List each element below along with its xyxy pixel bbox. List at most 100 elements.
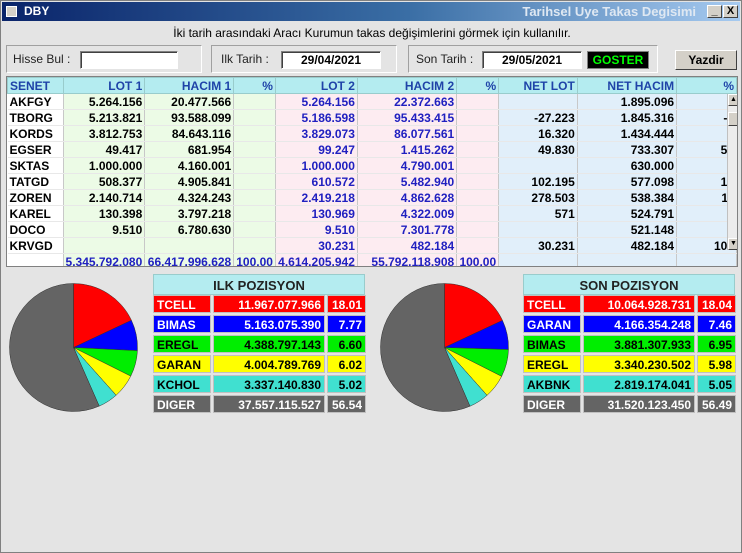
position-name: BIMAS [523, 335, 581, 353]
table-cell: 3.829.073 [275, 125, 358, 142]
table-cell: 5.264.156 [275, 93, 358, 110]
table-cell: 84.643.116 [144, 125, 235, 142]
position-name: EREGL [153, 335, 211, 353]
table-row[interactable]: KRVGD 30.231 482.184 30.231 482.184 100 [7, 237, 737, 254]
table-row[interactable]: EGSER 49.417 681.954 99.247 1.415.262 49.830 7… [7, 141, 737, 158]
takas-table: SENET LOT 1 HACIM 1% LOT 2 HACIM 2% NET LOT NE… [7, 77, 737, 266]
table-cell: 1.000.000 [63, 157, 146, 174]
table-row[interactable]: SKTAS 1.000.000 4.160.001 1.000.000 4.790.00… [7, 157, 737, 174]
column-header[interactable]: NET HACIM [576, 77, 678, 94]
table-cell: 2.140.714 [63, 189, 146, 206]
table-cell: 6.780.630 [144, 221, 235, 238]
table-cell: 49.830 [498, 141, 578, 158]
position-pct: 6.95 [697, 335, 736, 353]
position-pct: 18.04 [697, 295, 736, 313]
table-cell: 102.195 [498, 173, 578, 190]
scroll-down-icon[interactable]: ▼ [728, 238, 737, 250]
table-cell: 681.954 [144, 141, 235, 158]
total-cell: 100,00 [456, 253, 500, 266]
table-cell: 1.845.316 [577, 109, 678, 126]
table-cell: 482.184 [357, 237, 458, 254]
column-header[interactable]: % [456, 77, 500, 94]
position-pct: 7.46 [697, 315, 736, 333]
position-value: 5.163.075.390 [213, 315, 325, 333]
table-cell: 4.790.001 [357, 157, 458, 174]
yazdir-button[interactable]: Yazdir [675, 50, 737, 70]
total-cell [676, 253, 737, 266]
table-cell: 524.791 [577, 205, 678, 222]
position-pct: 18.01 [327, 295, 366, 313]
column-header[interactable]: SENET [7, 77, 64, 94]
close-button[interactable]: X [723, 5, 738, 18]
position-name: KCHOL [153, 375, 211, 393]
table-row[interactable]: KORDS 3.812.753 84.643.116 3.829.073 86.077.… [7, 125, 737, 142]
table-row[interactable]: KAREL 130.398 3.797.218 130.969 4.322.009 571… [7, 205, 737, 222]
table-cell: 7.301.778 [357, 221, 458, 238]
table-cell: 4.322.009 [357, 205, 458, 222]
table-cell [456, 109, 500, 126]
table-cell [233, 125, 276, 142]
position-value: 3.337.140.830 [213, 375, 325, 393]
table-row[interactable]: AKFGY 5.264.156 20.477.566 5.264.156 22.372.… [7, 93, 737, 110]
table-cell: KORDS [7, 125, 64, 142]
total-cell: 100,00 [233, 253, 276, 266]
table-cell [456, 205, 500, 222]
table-cell [498, 221, 578, 238]
table-cell: 16.320 [498, 125, 578, 142]
table-cell: 99.247 [275, 141, 358, 158]
table-cell [233, 237, 276, 254]
title-bar[interactable]: DBY Tarihsel Uye Takas Degisimi _ X [2, 2, 740, 21]
table-row[interactable]: ZOREN 2.140.714 4.324.243 2.419.218 4.862.62… [7, 189, 737, 206]
ilk-pozisyon-pie-chart [9, 283, 138, 412]
position-pct: 5.05 [697, 375, 736, 393]
son-pozisyon-title: SON POZISYON [523, 274, 735, 295]
table-cell: 4.862.628 [357, 189, 458, 206]
table-row[interactable]: DOCO 9.510 6.780.630 9.510 7.301.778 521.148 [7, 221, 737, 238]
grid-scrollbar[interactable]: ▲ ▼ [727, 94, 737, 250]
takas-grid[interactable]: SENET LOT 1 HACIM 1% LOT 2 HACIM 2% NET LOT NE… [6, 76, 738, 267]
table-cell: 4.905.841 [144, 173, 235, 190]
table-cell: 3.812.753 [63, 125, 146, 142]
scroll-up-icon[interactable]: ▲ [728, 94, 737, 106]
table-cell: 22.372.663 [357, 93, 458, 110]
table-cell [233, 157, 276, 174]
table-cell: 5.264.156 [63, 93, 146, 110]
table-cell: DOCO [7, 221, 64, 238]
table-cell: 30.231 [498, 237, 578, 254]
column-header[interactable]: LOT 1 [62, 77, 146, 94]
position-name: DIGER [153, 395, 211, 413]
scroll-thumb[interactable] [728, 112, 737, 126]
table-cell [456, 93, 500, 110]
column-header[interactable]: HACIM 2 [356, 77, 458, 94]
column-header[interactable]: % [233, 77, 276, 94]
column-header[interactable]: NET LOT [498, 77, 578, 94]
table-cell [498, 93, 578, 110]
app-icon[interactable] [6, 6, 17, 17]
position-name: AKBNK [523, 375, 581, 393]
goster-button[interactable]: GOSTER [587, 51, 649, 69]
column-header[interactable]: % [676, 77, 737, 94]
position-pct: 6.60 [327, 335, 366, 353]
hisse-input[interactable] [80, 51, 178, 69]
table-cell [63, 237, 146, 254]
table-row[interactable]: TATGD 508.377 4.905.841 610.572 5.482.940 102… [7, 173, 737, 190]
column-header[interactable]: HACIM 1 [144, 77, 235, 94]
table-cell [456, 221, 500, 238]
son-tarih-group [408, 45, 658, 73]
minimize-button[interactable]: _ [707, 5, 722, 18]
position-value: 2.819.174.041 [583, 375, 695, 393]
table-cell: 86.077.561 [357, 125, 458, 142]
column-header[interactable]: LOT 2 [274, 77, 358, 94]
table-cell: TBORG [7, 109, 64, 126]
table-cell: 93.588.099 [144, 109, 235, 126]
table-cell: ZOREN [7, 189, 64, 206]
ilk-tarih-field[interactable]: 29/04/2021 [281, 51, 381, 69]
son-tarih-field[interactable]: 29/05/2021 [482, 51, 582, 69]
total-cell [577, 253, 678, 266]
table-row[interactable]: TBORG 5.213.821 93.588.099 5.186.598 95.433.… [7, 109, 737, 126]
position-value: 4.004.789.769 [213, 355, 325, 373]
table-cell: 610.572 [275, 173, 358, 190]
position-pct: 5.02 [327, 375, 366, 393]
table-cell [233, 109, 276, 126]
